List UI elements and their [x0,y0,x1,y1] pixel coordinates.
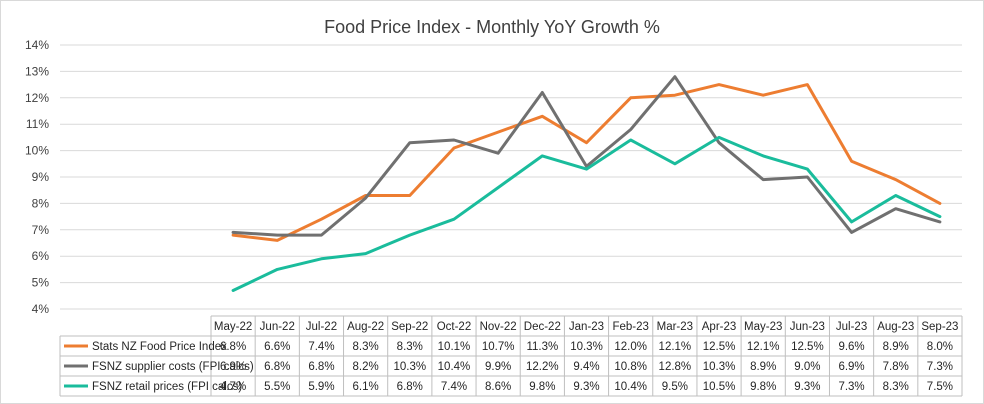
data-cell: 9.5% [662,381,688,393]
data-cell: 12.1% [747,341,780,353]
data-cell: 5.9% [308,381,334,393]
y-tick-label: 4% [32,302,50,316]
data-cell: 7.5% [927,381,953,393]
data-cell: 6.8% [264,361,290,373]
legend-label: Stats NZ Food Price Index [92,341,227,353]
data-cell: 10.7% [482,341,515,353]
legend-label: FSNZ supplier costs (FPI calcs) [92,361,254,373]
category-label: Dec-22 [524,321,561,333]
y-tick-label: 6% [32,249,50,263]
chart-title: Food Price Index - Monthly YoY Growth % [324,17,660,37]
data-cell: 6.8% [220,341,246,353]
data-cell: 5.5% [264,381,290,393]
data-cell: 9.6% [838,341,864,353]
category-label: Jan-23 [569,321,604,333]
y-axis-ticks: 4% 5% 6% 7% 8% 9% 10% 11% 12% 13% 14% [25,38,49,316]
data-cell: 9.0% [794,361,820,373]
data-cell: 6.8% [308,361,334,373]
category-label: Feb-23 [612,321,648,333]
category-label: Sep-22 [391,321,428,333]
y-tick-label: 8% [32,196,50,210]
data-cell: 12.1% [659,341,692,353]
data-cell: 8.2% [353,361,379,373]
y-tick-label: 12% [25,91,49,105]
category-label: May-22 [214,321,252,333]
data-cell: 12.2% [526,361,559,373]
data-cell: 9.3% [794,381,820,393]
data-cell: 8.9% [883,341,909,353]
data-cell: 10.4% [614,381,647,393]
data-cell: 10.1% [438,341,471,353]
legend-label: FSNZ retail prices (FPI calcs) [92,381,242,393]
y-tick-label: 14% [25,38,49,52]
data-cell: 10.3% [393,361,426,373]
data-cell: 8.6% [485,381,511,393]
series-line-3 [231,135,942,292]
data-cell: 8.0% [927,341,953,353]
data-cell: 9.8% [529,381,555,393]
y-tick-label: 5% [32,276,50,290]
data-cell: 12.5% [703,341,736,353]
data-cell: 7.4% [308,341,334,353]
data-cell: 10.8% [614,361,647,373]
category-label: May-23 [744,321,782,333]
data-cell: 11.3% [526,341,558,353]
data-cell: 8.9% [750,361,776,373]
series-line-2 [231,75,942,237]
data-cell: 7.3% [927,361,953,373]
data-cell: 7.8% [883,361,909,373]
series-lines [231,75,942,292]
category-label: Mar-23 [657,321,693,333]
data-cell: 8.3% [397,341,423,353]
data-cell: 9.4% [573,361,599,373]
y-tick-label: 9% [32,170,50,184]
category-label: Jul-22 [306,321,337,333]
data-cell: 12.8% [659,361,692,373]
data-cell: 10.4% [438,361,471,373]
category-label: Nov-22 [480,321,517,333]
data-cell: 9.3% [573,381,599,393]
category-label: Apr-23 [702,321,737,333]
data-cell: 12.0% [614,341,647,353]
y-tick-label: 11% [26,117,49,131]
data-cell: 7.3% [838,381,864,393]
category-label: Aug-23 [877,321,914,333]
gridlines [60,44,962,310]
category-label: Sep-23 [921,321,958,333]
data-cell: 12.5% [791,341,824,353]
data-cell: 9.8% [750,381,776,393]
y-tick-label: 13% [25,64,49,78]
data-cell: 10.5% [703,381,736,393]
category-label: Oct-22 [437,321,472,333]
data-cell: 6.1% [353,381,379,393]
data-cell: 4.7% [220,381,246,393]
y-tick-label: 10% [25,144,49,158]
data-table: May-22 Jun-22 Jul-22 Aug-22 Sep-22 Oct-22 Nov-… [59,315,963,397]
category-label: Jul-23 [836,321,867,333]
series-line-1 [231,83,942,242]
data-cell: 6.9% [838,361,864,373]
data-cell: 8.3% [883,381,909,393]
category-label: Jun-23 [790,321,825,333]
data-cell: 10.3% [703,361,736,373]
data-cell: 6.6% [264,341,290,353]
data-cell: 6.8% [397,381,423,393]
data-cell: 8.3% [353,341,379,353]
y-tick-label: 7% [32,223,50,237]
data-cell: 6.9% [220,361,246,373]
data-cell: 10.3% [570,341,603,353]
data-cell: 9.9% [485,361,511,373]
category-label: Jun-22 [260,321,295,333]
category-label: Aug-22 [347,321,384,333]
data-cell: 7.4% [441,381,467,393]
